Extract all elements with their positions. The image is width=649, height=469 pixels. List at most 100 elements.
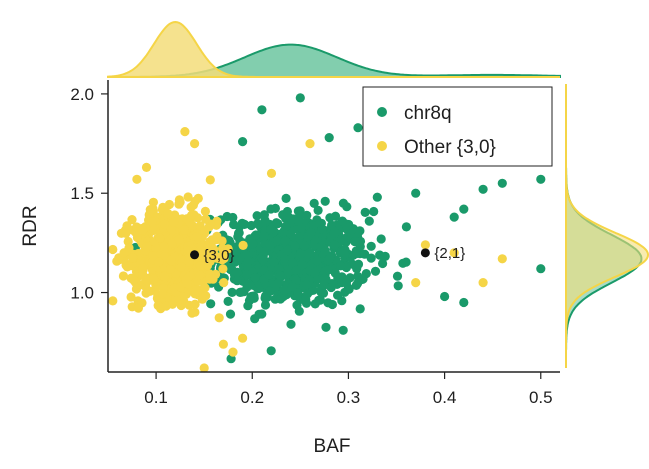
scatter-point-chr8q [324, 133, 334, 143]
scatter-point-chr8q [369, 206, 379, 217]
scatter-point-chr8q [392, 271, 403, 281]
scatter-point-chr8q [302, 210, 312, 220]
annotation-label: {2,1} [434, 245, 465, 262]
scatter-point-chr8q [313, 205, 323, 215]
scatter-point-chr8q [321, 322, 331, 332]
scatter-point-chr8q [353, 278, 363, 288]
scatter-point-chr8q [310, 299, 320, 309]
scatter-point-other [174, 195, 184, 205]
scatter-point-chr8q [306, 228, 316, 238]
scatter-point-chr8q [536, 174, 546, 184]
scatter-point-other [190, 285, 200, 295]
scatter-point-other [132, 232, 142, 243]
scatter-point-chr8q [250, 314, 260, 324]
scatter-point-other [201, 214, 211, 224]
scatter-point-other [190, 299, 200, 309]
scatter-point-other [159, 241, 169, 251]
scatter-point-chr8q [319, 274, 330, 284]
scatter-point-chr8q [291, 265, 301, 275]
scatter-point-chr8q [271, 218, 281, 228]
scatter-point-chr8q [330, 268, 340, 278]
x-axis-title: BAF [314, 436, 351, 457]
scatter-point-chr8q [353, 259, 364, 269]
annotations: {3,0} {2,1} [190, 245, 465, 264]
y-tick-label: 2.0 [70, 85, 94, 104]
scatter-point-other [179, 225, 189, 235]
scatter-point-chr8q [257, 105, 267, 115]
scatter-point-other [138, 270, 148, 280]
scatter-point-chr8q [327, 299, 337, 310]
scatter-point-other [200, 206, 210, 216]
scatter-point-chr8q [366, 241, 376, 251]
scatter-point-chr8q [355, 236, 366, 246]
scatter-point-other [219, 278, 229, 288]
scatter-point-chr8q [326, 282, 336, 293]
scatter-point-chr8q [259, 210, 269, 220]
scatter-point-chr8q [223, 296, 233, 306]
legend: chr8q Other {3,0} [362, 86, 553, 167]
scatter-point-chr8q [243, 256, 253, 266]
scatter-point-other [108, 244, 118, 255]
scatter-point-chr8q [364, 216, 374, 226]
right-density-other [565, 83, 649, 369]
scatter-point-other [212, 253, 222, 263]
scatter-point-chr8q [281, 193, 291, 203]
scatter-point-chr8q [227, 287, 237, 297]
scatter-point-chr8q [280, 236, 290, 246]
scatter-point-chr8q [310, 268, 320, 278]
scatter-point-chr8q [497, 178, 507, 188]
scatter-point-chr8q [206, 299, 216, 309]
legend-marker-chr8q [377, 107, 387, 117]
scatter-point-other [180, 127, 190, 137]
scatter-point-chr8q [478, 184, 488, 194]
scatter-point-other [182, 279, 192, 289]
scatter-point-chr8q [440, 291, 450, 302]
scatter-point-other [159, 219, 170, 229]
scatter-point-chr8q [376, 234, 386, 244]
scatter-point-chr8q [295, 93, 305, 103]
scatter-point-chr8q [335, 248, 345, 258]
scatter-point-chr8q [282, 206, 292, 217]
scatter-point-chr8q [401, 222, 411, 232]
scatter-point-other [161, 301, 171, 311]
scatter-point-other [208, 235, 218, 245]
scatter-point-chr8q [342, 202, 352, 212]
scatter-point-chr8q [293, 206, 303, 216]
scatter-point-other [208, 274, 218, 284]
scatter-point-other [193, 193, 203, 203]
scatter-point-other [157, 289, 168, 299]
scatter-point-other [411, 278, 421, 288]
legend-marker-other [377, 141, 387, 151]
scatter-point-chr8q [361, 269, 371, 279]
scatter-point-chr8q [312, 256, 322, 266]
scatter-point-chr8q [372, 192, 382, 202]
scatter-point-chr8q [260, 300, 271, 310]
annotation-label: {3,0} [204, 247, 235, 264]
scatter-point-other [218, 264, 228, 274]
scatter-point-other [108, 296, 118, 306]
scatter-point-chr8q [239, 219, 250, 229]
scatter-point-chr8q [411, 188, 421, 198]
scatter-point-chr8q [249, 291, 259, 301]
scatter-point-chr8q [459, 297, 469, 308]
scatter-point-chr8q [310, 235, 320, 245]
scatter-point-chr8q [250, 273, 260, 283]
scatter-point-other [142, 242, 152, 252]
scatter-point-chr8q [266, 204, 276, 214]
scatter-point-chr8q [296, 248, 306, 259]
scatter-point-chr8q [279, 285, 289, 295]
scatter-point-chr8q [233, 228, 244, 238]
scatter-point-chr8q [238, 137, 248, 147]
scatter-point-other [199, 363, 209, 373]
x-tick-label: 0.4 [433, 388, 457, 407]
scatter-point-other [201, 291, 211, 301]
scatter-point-chr8q [316, 218, 326, 228]
scatter-point-chr8q [329, 228, 339, 238]
scatter-point-chr8q [360, 249, 370, 259]
scatter-point-chr8q [258, 255, 268, 265]
scatter-point-other [169, 217, 179, 227]
scatter-point-chr8q [260, 293, 270, 303]
scatter-point-chr8q [242, 269, 252, 280]
scatter-point-other [218, 339, 228, 349]
scatter-point-chr8q [252, 211, 262, 221]
